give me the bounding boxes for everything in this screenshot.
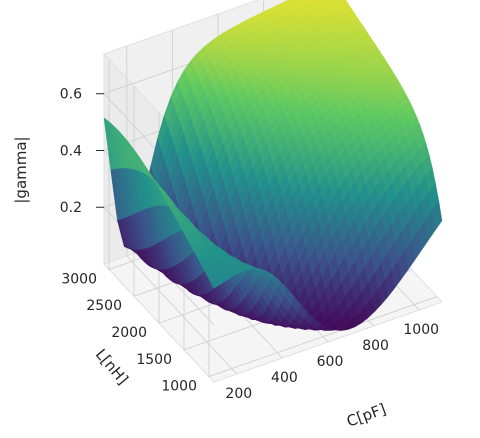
grid-line <box>126 46 238 375</box>
surface-patch <box>431 200 443 231</box>
z-tick-label: 0.4 <box>60 143 82 159</box>
surface <box>103 0 443 331</box>
x-tick-label: 1000 <box>403 322 439 338</box>
x-axis-label: C[pF] <box>344 400 388 431</box>
x-tick-label: 200 <box>225 386 252 402</box>
tick-labels: 0.2 0.4 0.6 1000 1500 2000 2500 3000 200 400 600 80… <box>60 87 439 402</box>
y-tick-label: 2500 <box>86 298 122 314</box>
y-axis-label: L[nH] <box>92 345 132 388</box>
z-tick-label: 0.2 <box>60 200 82 216</box>
y-tick-label: 3000 <box>61 271 97 287</box>
y-tick-label: 1000 <box>161 379 197 395</box>
y-tick-label: 2000 <box>111 325 147 341</box>
x-tick-label: 400 <box>271 370 298 386</box>
x-tick-label: 800 <box>362 338 389 354</box>
y-tick-label: 1500 <box>136 352 172 368</box>
z-axis-label: |gamma| <box>12 136 30 203</box>
z-tick-label: 0.6 <box>60 87 82 103</box>
x-tick-label: 600 <box>317 354 344 370</box>
